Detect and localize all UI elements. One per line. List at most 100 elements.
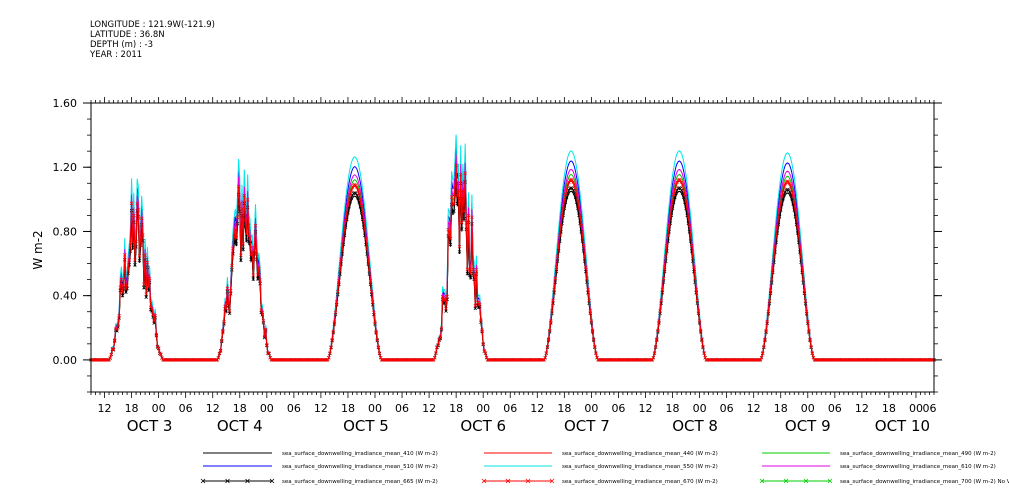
series-marker <box>135 201 139 206</box>
series-marker <box>128 244 133 248</box>
series-marker <box>482 349 487 353</box>
series-marker <box>793 208 798 212</box>
series-marker <box>226 301 231 305</box>
series-marker <box>115 327 119 332</box>
series-marker <box>258 278 262 282</box>
series-marker <box>556 243 561 248</box>
metadata-header: LONGITUDE : 121.9W(-121.9) LATITUDE : 36… <box>90 20 215 60</box>
series-marker <box>780 194 784 198</box>
legend-marker <box>549 478 555 484</box>
series-marker <box>470 215 474 219</box>
series-marker <box>120 294 125 298</box>
series-marker <box>781 189 785 193</box>
series-marker <box>577 206 581 211</box>
series-marker <box>249 252 253 257</box>
series-marker <box>111 347 116 352</box>
latitude-text: LATITUDE : 36.8N <box>90 30 165 40</box>
series-marker <box>261 319 266 323</box>
series-marker <box>697 319 702 323</box>
series-marker <box>559 223 563 228</box>
series-marker <box>374 329 378 334</box>
x-date-label: OCT 10 <box>875 417 930 435</box>
series-marker <box>120 290 125 295</box>
series-marker <box>452 209 456 213</box>
x-hour-label: 12 <box>747 402 761 415</box>
series-marker <box>565 191 570 195</box>
x-hour-label: 06 <box>828 402 842 415</box>
series-marker <box>576 199 580 203</box>
series-marker <box>680 183 685 187</box>
series-marker <box>239 253 243 258</box>
series-marker <box>546 337 551 341</box>
series-marker <box>694 287 698 292</box>
series-marker <box>679 188 684 193</box>
series-marker <box>119 277 124 282</box>
series-marker <box>373 320 377 324</box>
series-marker <box>581 243 586 248</box>
series-marker <box>159 352 163 357</box>
longitude-text: LONGITUDE : 121.9W(-121.9) <box>90 20 215 30</box>
series-marker <box>343 218 348 223</box>
series-marker <box>142 282 146 286</box>
x-date-label: OCT 3 <box>127 417 173 435</box>
series-marker <box>241 247 245 252</box>
legend-marker <box>783 478 789 484</box>
legend-marker <box>225 478 230 484</box>
series-marker <box>810 351 815 355</box>
series-marker <box>130 240 135 245</box>
series-marker <box>671 192 676 197</box>
series-marker <box>683 192 687 197</box>
y-tick-label: 0.80 <box>53 225 78 238</box>
series-marker <box>333 310 338 315</box>
legend-marker <box>481 478 487 484</box>
series-marker <box>266 351 270 355</box>
series-marker <box>118 285 123 289</box>
series-marker <box>758 358 763 362</box>
series-marker <box>588 309 593 313</box>
series-marker <box>686 214 691 219</box>
series-marker <box>139 216 144 221</box>
series-marker <box>337 278 341 283</box>
series-marker <box>687 223 692 228</box>
series-marker <box>241 242 245 246</box>
x-hour-label: 00 <box>152 402 166 415</box>
x-hour-label: 00 <box>801 402 815 415</box>
series-marker <box>673 187 677 191</box>
series-marker <box>257 265 261 270</box>
series-marker <box>786 188 791 192</box>
series-marker <box>560 214 564 219</box>
series-marker <box>223 304 227 309</box>
series-marker <box>650 358 654 362</box>
series-marker <box>234 236 239 240</box>
series-marker <box>558 233 562 238</box>
series-marker <box>656 328 660 333</box>
series-marker <box>355 193 359 197</box>
x-hour-label: 12 <box>422 402 436 415</box>
series-marker <box>332 320 337 324</box>
series-marker <box>561 206 565 211</box>
x-date-label: OCT 9 <box>785 417 831 435</box>
x-axis: 12 18 00 06 12 18 00 06 12 18 00 06 12 18 00 06 12 18 00 06… <box>98 402 937 435</box>
series-marker <box>448 242 453 247</box>
series-marker <box>774 234 778 239</box>
series-marker <box>356 196 360 200</box>
series-marker <box>216 355 221 360</box>
y-tick-label: 1.20 <box>53 161 78 174</box>
series-marker <box>125 283 129 287</box>
x-hour-label: 18 <box>125 402 139 415</box>
x-date-label: OCT 7 <box>564 417 610 435</box>
x-hour-label: 06 <box>179 402 193 415</box>
series-marker <box>678 178 683 182</box>
x-hour-label: 06 <box>611 402 625 415</box>
series-marker <box>674 183 678 187</box>
series-marker <box>802 288 807 292</box>
series-marker <box>345 210 349 215</box>
series-marker <box>472 273 476 278</box>
series-marker <box>260 310 265 315</box>
series-marker <box>253 223 258 228</box>
series-marker <box>452 201 456 206</box>
series-marker <box>653 344 658 349</box>
series-marker <box>466 213 471 218</box>
series-marker <box>455 193 460 198</box>
series-marker <box>790 189 794 193</box>
